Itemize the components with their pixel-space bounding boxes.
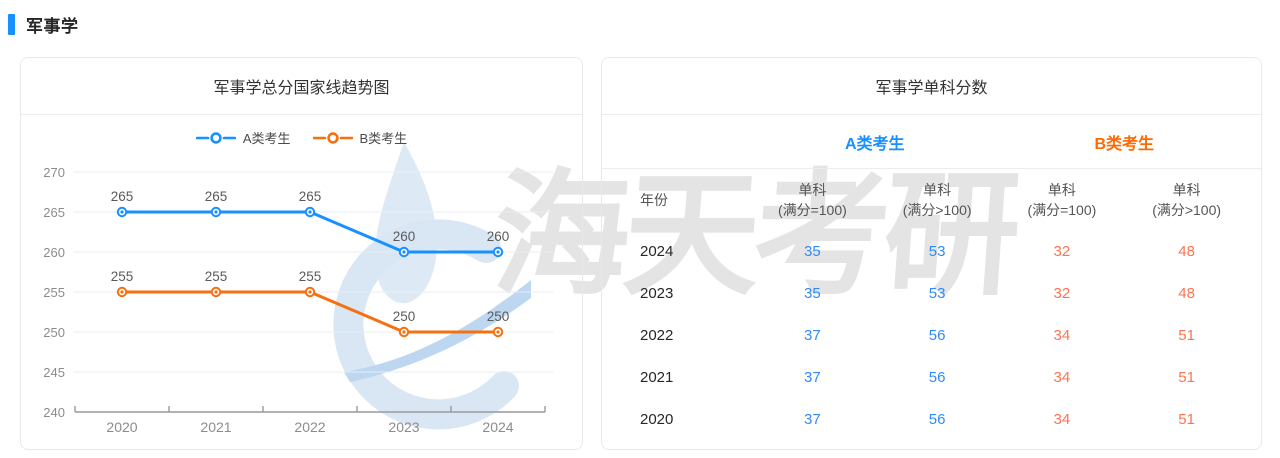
- table-row: 2021 37 56 34 51: [602, 356, 1261, 398]
- score-cell: 56: [928, 368, 946, 386]
- score-column-header: 单科 (满分>100): [902, 182, 972, 218]
- x-axis-tick: 2023: [388, 419, 419, 435]
- score-cell: 34: [1053, 368, 1071, 386]
- scores-card-title: 军事学单科分数: [602, 58, 1261, 115]
- x-axis-tick: 2020: [106, 419, 137, 435]
- score-cell: 53: [928, 284, 946, 302]
- score-column-header: 单科 (满分=100): [1027, 182, 1097, 218]
- legend-item-a[interactable]: A类考生: [195, 128, 291, 147]
- score-cell: 32: [1053, 242, 1071, 260]
- x-axis-tick: 2021: [200, 419, 231, 435]
- scores-card: 军事学单科分数 A类考生 B类考生 年份 单科 (满分=100) 单科 (满分>100)…: [601, 57, 1262, 450]
- year-column-header: 年份: [640, 191, 668, 208]
- trend-line-chart: 240 245 250 255 260 265 270 2020 2021 2022 2023 202…: [43, 165, 553, 435]
- year-cell: 2020: [640, 410, 674, 428]
- trend-card: 军事学总分国家线趋势图 A类考生 B类考生 240 245 250 255 260 265…: [20, 57, 583, 450]
- score-cell: 51: [1178, 326, 1195, 344]
- table-group-header-row: A类考生 B类考生: [602, 115, 1261, 169]
- trend-card-title: 军事学总分国家线趋势图: [21, 58, 582, 115]
- legend-label-a: A类考生: [242, 131, 291, 146]
- y-axis-tick: 245: [43, 365, 65, 380]
- y-axis-tick: 265: [43, 205, 65, 220]
- x-axis-tick: 2024: [482, 419, 513, 435]
- section-accent-bar: [8, 14, 15, 35]
- year-cell: 2021: [640, 368, 674, 386]
- legend-item-b[interactable]: B类考生: [312, 128, 408, 147]
- year-cell: 2022: [640, 326, 674, 344]
- score-column-header: 单科 (满分=100): [777, 182, 847, 218]
- data-label: 250: [393, 309, 416, 324]
- table-row: 2022 37 56 34 51: [602, 314, 1261, 356]
- score-cell: 35: [804, 242, 821, 260]
- score-column-header: 单科 (满分>100): [1152, 182, 1222, 218]
- data-label: 250: [487, 309, 510, 324]
- score-cell: 51: [1178, 368, 1195, 386]
- data-label: 260: [393, 229, 416, 244]
- score-cell: 56: [928, 326, 946, 344]
- y-axis-tick: 260: [43, 245, 65, 260]
- score-cell: 56: [928, 410, 946, 428]
- page-title: 军事学: [26, 17, 79, 36]
- score-cell: 32: [1053, 284, 1071, 302]
- legend-label-b: B类考生: [359, 131, 408, 146]
- score-cell: 48: [1178, 242, 1195, 260]
- data-label: 265: [299, 189, 322, 204]
- table-header-row: 年份 单科 (满分=100) 单科 (满分>100) 单科 (满分=100) 单科 (满分>10…: [602, 181, 1261, 220]
- table-row: 2020 37 56 34 51: [602, 398, 1261, 440]
- x-axis-tick: 2022: [294, 419, 325, 435]
- y-axis-tick: 240: [43, 405, 65, 420]
- year-cell: 2024: [640, 242, 674, 260]
- y-axis-tick: 255: [43, 285, 65, 300]
- score-cell: 51: [1178, 410, 1195, 428]
- y-axis-tick: 250: [43, 325, 65, 340]
- score-cell: 37: [804, 326, 821, 344]
- score-cell: 48: [1178, 284, 1195, 302]
- data-label: 255: [205, 269, 228, 284]
- score-cell: 37: [804, 368, 821, 386]
- score-cell: 37: [804, 410, 821, 428]
- chart-legend: A类考生 B类考生: [21, 115, 582, 160]
- section-header: 军事学: [8, 12, 79, 37]
- group-header-b: B类考生: [1094, 135, 1155, 153]
- y-axis-tick: 270: [43, 165, 65, 180]
- line-marker-icon: [312, 131, 353, 144]
- table-body: 2024 35 53 32 48 2023 35 53 32 48 2022 37 56 34 51 2021…: [602, 230, 1261, 440]
- table-row: 2023 35 53 32 48: [602, 272, 1261, 314]
- score-cell: 34: [1053, 326, 1071, 344]
- data-label: 260: [487, 229, 510, 244]
- group-header-a: A类考生: [844, 135, 905, 153]
- data-label: 255: [111, 269, 134, 284]
- line-marker-icon: [195, 131, 236, 144]
- score-cell: 34: [1053, 410, 1071, 428]
- table-row: 2024 35 53 32 48: [602, 230, 1261, 272]
- data-label: 265: [205, 189, 228, 204]
- data-label: 265: [111, 189, 134, 204]
- score-cell: 53: [928, 242, 946, 260]
- score-cell: 35: [804, 284, 821, 302]
- year-cell: 2023: [640, 284, 674, 302]
- data-label: 255: [299, 269, 322, 284]
